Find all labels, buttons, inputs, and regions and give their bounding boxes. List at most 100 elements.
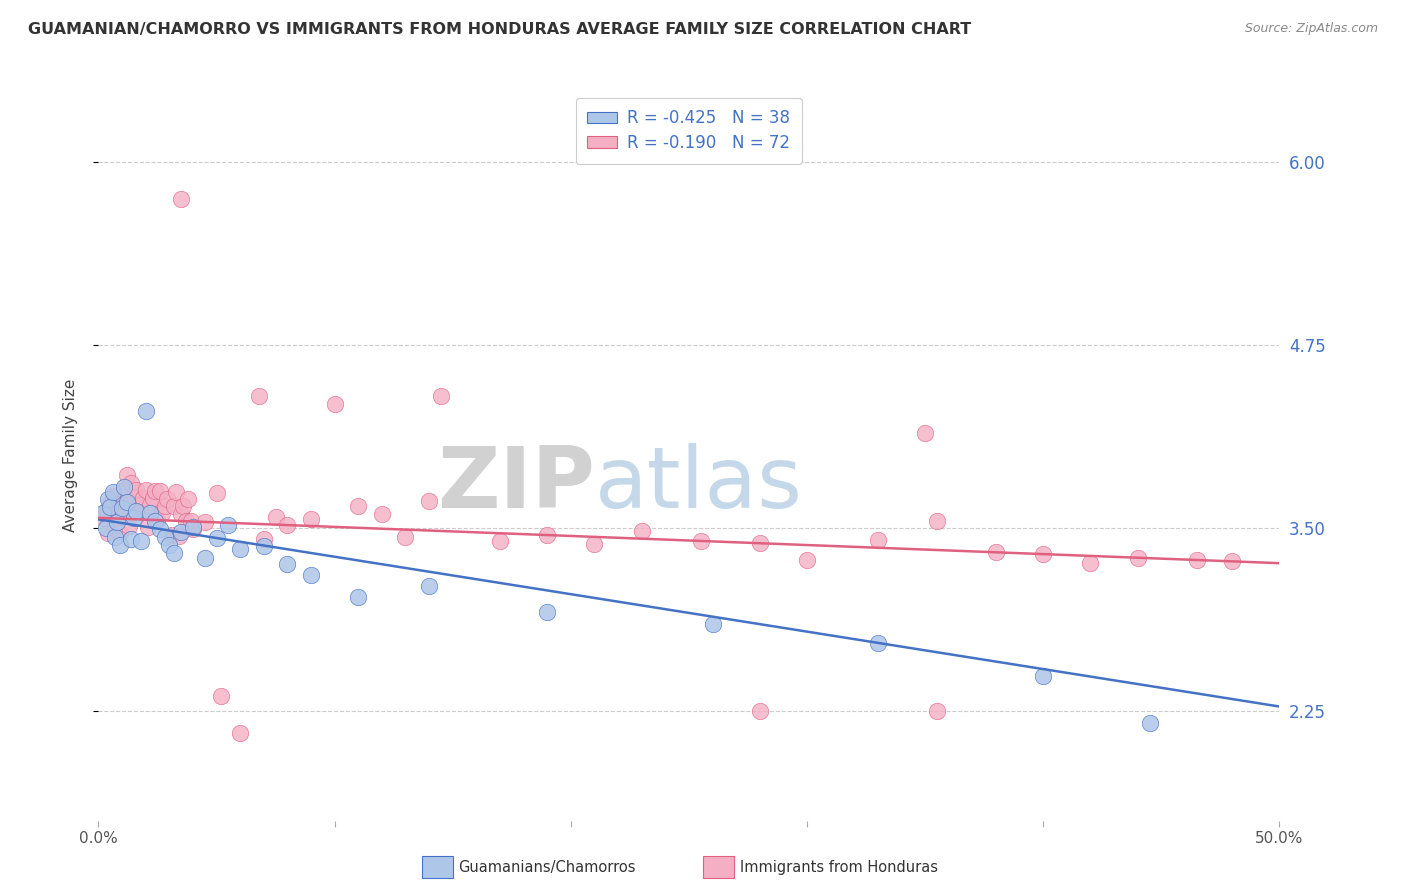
Point (177, 492, 200, 507)
Point (143, 483, 166, 498)
Point (394, 530, 416, 544)
Point (174, 514, 197, 528)
Point (94, 521, 117, 535)
Point (163, 546, 186, 560)
Point (170, 192, 193, 206)
Point (149, 483, 172, 498)
Legend: R = -0.425   N = 38, R = -0.190   N = 72: R = -0.425 N = 38, R = -0.190 N = 72 (576, 97, 801, 163)
Point (91, 506, 114, 520)
Point (121, 532, 143, 546)
Point (181, 520, 204, 534)
Point (1032, 547, 1054, 561)
Point (135, 483, 157, 498)
Point (167, 528, 190, 542)
Point (536, 528, 558, 542)
Point (132, 491, 155, 505)
Point (205, 531, 228, 545)
Point (125, 483, 148, 497)
Point (160, 528, 183, 542)
Point (984, 545, 1007, 559)
Point (101, 485, 124, 500)
Point (205, 486, 228, 500)
Point (108, 538, 131, 552)
Text: ZIP: ZIP (437, 442, 595, 525)
Point (583, 537, 606, 551)
Point (1220, 554, 1243, 568)
Point (104, 518, 127, 533)
Point (689, 533, 711, 548)
Point (180, 514, 202, 528)
Point (702, 617, 724, 632)
Point (276, 518, 298, 533)
Point (1126, 550, 1149, 565)
Text: atlas: atlas (595, 442, 803, 525)
Point (129, 533, 152, 548)
Text: Immigrants from Honduras: Immigrants from Honduras (740, 860, 938, 874)
Point (170, 507, 193, 521)
Point (276, 557, 298, 571)
Point (105, 516, 128, 530)
Point (253, 539, 276, 553)
Point (866, 533, 889, 548)
Point (247, 389, 270, 403)
Point (347, 590, 370, 604)
Point (135, 404, 157, 418)
Point (101, 490, 124, 504)
Point (536, 606, 558, 620)
Point (91, 511, 114, 525)
Point (97, 491, 120, 506)
Point (165, 484, 187, 499)
Point (1032, 669, 1054, 683)
Point (925, 514, 948, 528)
Point (139, 506, 162, 520)
Point (229, 726, 252, 740)
Point (111, 504, 134, 518)
Point (94, 504, 117, 518)
Point (97, 525, 120, 540)
Point (264, 510, 287, 524)
Text: GUAMANIAN/CHAMORRO VS IMMIGRANTS FROM HONDURAS AVERAGE FAMILY SIZE CORRELATION C: GUAMANIAN/CHAMORRO VS IMMIGRANTS FROM HO… (28, 22, 972, 37)
Point (125, 503, 148, 517)
Point (129, 505, 152, 519)
Point (153, 530, 176, 544)
Point (142, 491, 165, 505)
Text: Guamanians/Chamorros: Guamanians/Chamorros (458, 860, 636, 874)
Point (128, 498, 150, 512)
Point (112, 483, 135, 497)
Point (136, 520, 159, 534)
Point (194, 551, 217, 566)
Point (299, 568, 322, 582)
Point (630, 524, 652, 539)
Point (489, 533, 512, 548)
Point (163, 499, 186, 513)
Point (149, 522, 172, 536)
Point (430, 389, 453, 403)
Point (108, 526, 131, 541)
Point (371, 507, 394, 521)
Point (1185, 553, 1208, 567)
Text: Source: ZipAtlas.com: Source: ZipAtlas.com (1244, 22, 1378, 36)
Point (143, 514, 166, 528)
Point (181, 522, 204, 536)
Point (98, 500, 121, 514)
Point (118, 519, 141, 533)
Point (1080, 556, 1102, 570)
Point (157, 538, 180, 552)
Point (209, 690, 232, 704)
Point (121, 475, 143, 490)
Point (418, 579, 440, 593)
Point (748, 536, 770, 550)
Point (111, 501, 134, 516)
Point (170, 525, 193, 540)
Point (194, 515, 217, 529)
Point (866, 636, 889, 650)
Point (153, 499, 176, 513)
Y-axis label: Average Family Size: Average Family Size (63, 378, 77, 532)
Point (418, 494, 440, 508)
Point (115, 495, 138, 509)
Point (914, 425, 936, 440)
Point (139, 498, 162, 512)
Point (299, 511, 322, 525)
Point (217, 518, 239, 533)
Point (347, 499, 370, 513)
